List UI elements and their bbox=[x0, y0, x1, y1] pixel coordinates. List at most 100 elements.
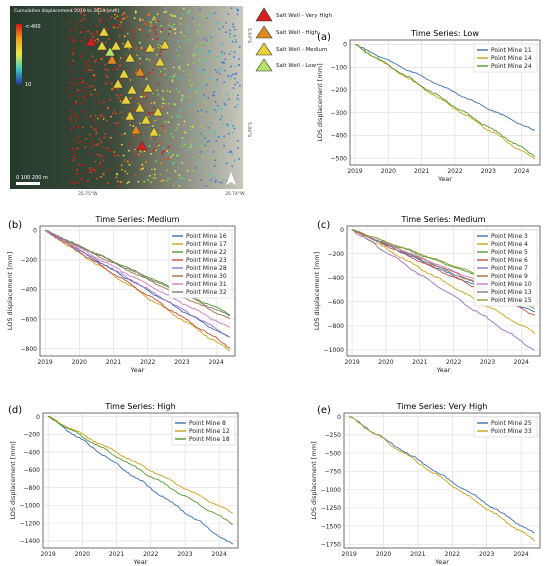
displacement-dot bbox=[201, 43, 203, 46]
displacement-dot bbox=[132, 136, 135, 139]
displacement-dot bbox=[75, 120, 77, 123]
displacement-dot bbox=[111, 141, 113, 144]
displacement-dot bbox=[74, 114, 76, 116]
displacement-dot bbox=[223, 144, 225, 147]
displacement-dot bbox=[182, 7, 185, 10]
displacement-dot bbox=[188, 43, 191, 46]
displacement-dot bbox=[174, 73, 176, 76]
displacement-dot bbox=[170, 14, 172, 16]
displacement-dot bbox=[238, 58, 241, 60]
displacement-dot bbox=[147, 116, 150, 118]
displacement-dot bbox=[188, 12, 191, 15]
salt-well-marker bbox=[85, 36, 97, 47]
displacement-dot bbox=[141, 165, 144, 168]
displacement-dot bbox=[139, 62, 142, 65]
displacement-dot bbox=[202, 96, 204, 99]
legend-entry: Point Mine 31 bbox=[186, 281, 227, 288]
displacement-dot bbox=[183, 178, 185, 180]
displacement-dot bbox=[221, 43, 224, 45]
displacement-dot bbox=[149, 20, 152, 23]
series-line bbox=[48, 415, 234, 514]
displacement-dot bbox=[89, 85, 91, 87]
y-axis-label: LOS displacement [mm] bbox=[6, 252, 14, 330]
displacement-dot bbox=[193, 156, 196, 159]
displacement-dot bbox=[147, 35, 150, 37]
displacement-dot bbox=[207, 96, 210, 99]
displacement-dot bbox=[77, 117, 80, 120]
displacement-dot bbox=[232, 131, 234, 134]
displacement-dot bbox=[69, 81, 72, 84]
displacement-dot bbox=[103, 173, 106, 176]
displacement-dot bbox=[167, 121, 170, 124]
displacement-dot bbox=[119, 23, 121, 26]
displacement-dot bbox=[216, 71, 219, 73]
displacement-dot bbox=[85, 137, 87, 140]
y-tick-label: −750 bbox=[325, 469, 342, 476]
displacement-dot bbox=[84, 69, 87, 72]
displacement-dot bbox=[140, 96, 143, 98]
x-tick-label: 2020 bbox=[376, 551, 391, 558]
displacement-dot bbox=[230, 7, 233, 10]
displacement-dot bbox=[225, 99, 228, 102]
displacement-dot bbox=[177, 54, 180, 57]
displacement-dot bbox=[105, 41, 107, 44]
displacement-dot bbox=[150, 72, 153, 75]
displacement-dot bbox=[113, 130, 115, 132]
displacement-dot bbox=[116, 68, 119, 71]
displacement-dot bbox=[71, 148, 74, 151]
displacement-dot bbox=[193, 61, 195, 64]
displacement-dot bbox=[190, 103, 193, 106]
displacement-dot bbox=[87, 169, 90, 171]
displacement-dot bbox=[113, 109, 115, 112]
x-tick-label: 2022 bbox=[446, 359, 461, 366]
displacement-dot bbox=[179, 64, 182, 67]
displacement-dot bbox=[152, 125, 155, 127]
displacement-dot bbox=[96, 30, 99, 33]
displacement-dot bbox=[129, 79, 132, 81]
displacement-dot bbox=[213, 94, 215, 97]
displacement-dot bbox=[94, 160, 96, 163]
displacement-dot bbox=[205, 83, 208, 86]
displacement-dot bbox=[117, 122, 119, 124]
x-tick-label: 2024 bbox=[514, 168, 529, 175]
displacement-dot bbox=[220, 126, 223, 129]
displacement-dot bbox=[77, 95, 80, 98]
displacement-dot bbox=[116, 125, 119, 128]
displacement-dot bbox=[99, 19, 101, 22]
displacement-dot bbox=[190, 143, 193, 146]
displacement-dot bbox=[164, 130, 166, 133]
displacement-dot bbox=[81, 180, 84, 183]
legend-triangle-high bbox=[255, 25, 273, 39]
displacement-dot bbox=[115, 176, 118, 179]
displacement-dot bbox=[213, 12, 216, 15]
displacement-dot bbox=[118, 19, 121, 21]
displacement-dot bbox=[88, 69, 90, 71]
series-line bbox=[354, 44, 535, 131]
x-tick-label: 2021 bbox=[414, 168, 429, 175]
displacement-dot bbox=[199, 48, 202, 51]
salt-well-marker bbox=[124, 52, 136, 63]
displacement-dot bbox=[173, 28, 175, 31]
displacement-dot bbox=[202, 156, 205, 159]
displacement-dot bbox=[170, 115, 173, 118]
displacement-dot bbox=[233, 34, 236, 37]
displacement-dot bbox=[105, 82, 107, 85]
displacement-dot bbox=[102, 57, 104, 59]
displacement-dot bbox=[214, 69, 217, 71]
displacement-dot bbox=[164, 102, 167, 105]
displacement-dot bbox=[148, 72, 151, 74]
displacement-dot bbox=[145, 58, 148, 60]
displacement-dot bbox=[129, 120, 131, 123]
displacement-dot bbox=[72, 40, 74, 43]
displacement-dot bbox=[167, 24, 170, 27]
displacement-dot bbox=[231, 73, 234, 76]
displacement-dot bbox=[204, 102, 207, 105]
displacement-dot bbox=[223, 52, 226, 55]
displacement-dot bbox=[198, 28, 201, 30]
displacement-dot bbox=[69, 30, 72, 33]
displacement-dot bbox=[177, 167, 180, 169]
displacement-dot bbox=[83, 10, 85, 13]
displacement-dot bbox=[100, 114, 103, 116]
displacement-dot bbox=[104, 133, 106, 136]
salt-well-marker bbox=[152, 106, 164, 117]
